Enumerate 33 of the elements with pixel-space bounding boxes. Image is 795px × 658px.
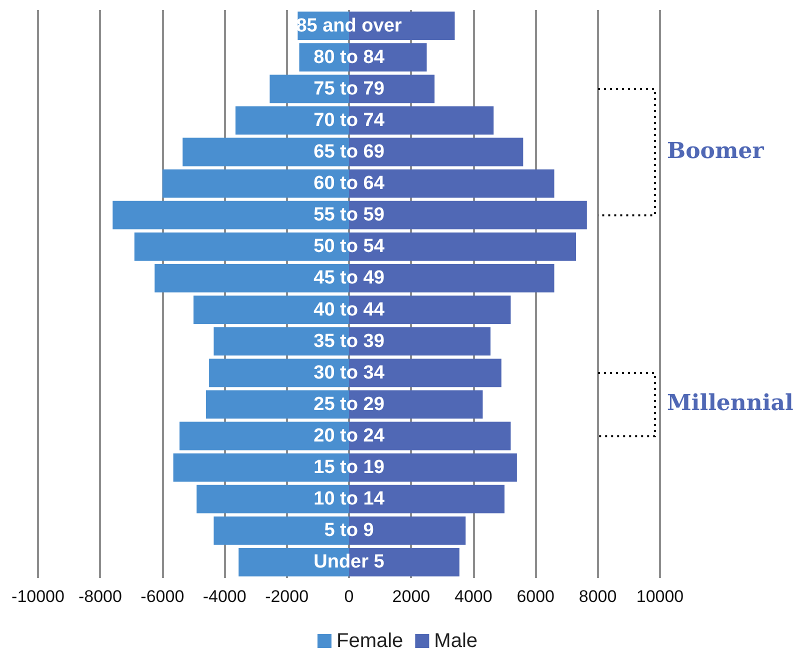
y-tick-label: 75 to 79	[314, 78, 384, 100]
y-tick-label: 20 to 24	[314, 426, 385, 446]
x-tick-label: -10000	[12, 587, 64, 606]
x-tick-label: 4000	[454, 587, 492, 606]
text: Millennial	[667, 390, 794, 416]
y-tick-label: 45 to 49	[314, 268, 384, 289]
y-tick-label: 55 to 59	[314, 204, 384, 226]
y-tick-label: 65 to 69	[314, 142, 384, 162]
y-tick-label: 85 and over	[296, 15, 402, 36]
y-tick-label: 40 to 44	[314, 299, 385, 320]
y-tick-label: 80 to 84	[314, 46, 385, 68]
y-tick-label: 30 to 34	[314, 362, 385, 384]
x-tick-label: 10000	[636, 587, 684, 606]
y-tick-label: 35 to 39	[314, 330, 384, 352]
x-tick-label: -8000	[78, 587, 122, 606]
x-tick-label: 0	[344, 587, 354, 606]
y-tick-label: Under 5	[314, 552, 385, 573]
legend-label: Female	[336, 630, 404, 652]
y-tick-label: 10 to 14	[314, 488, 385, 510]
y-tick-label: 70 to 74	[314, 110, 385, 131]
x-tick-label: -4000	[202, 587, 246, 606]
x-tick-label: -2000	[265, 587, 309, 606]
y-tick-label: 25 to 29	[314, 394, 384, 415]
x-tick-label: 6000	[516, 587, 555, 606]
text: Boomer	[667, 138, 764, 164]
y-tick-label: 15 to 19	[314, 457, 384, 478]
x-tick-label: 2000	[392, 587, 430, 606]
y-tick-label: 60 to 64	[314, 173, 385, 194]
x-tick-label: 8000	[578, 587, 617, 606]
legend-label: Male	[434, 630, 478, 652]
y-tick-label: 5 to 9	[324, 520, 374, 542]
y-tick-label: 50 to 54	[314, 236, 385, 258]
x-tick-label: -6000	[140, 587, 184, 606]
